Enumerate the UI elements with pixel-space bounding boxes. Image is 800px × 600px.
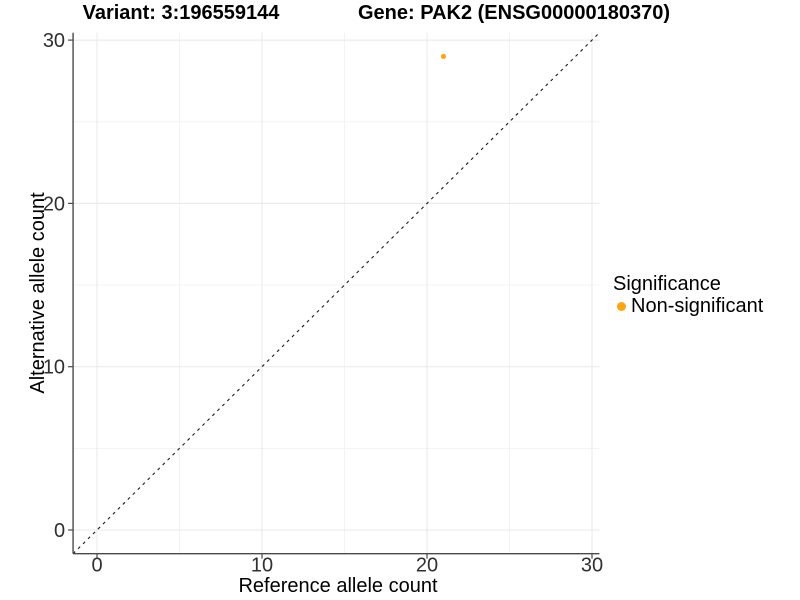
plot-title-variant: Variant: 3:196559144	[82, 2, 280, 24]
x-tick-label: 0	[91, 555, 102, 577]
x-axis-title: Reference allele count	[238, 575, 437, 597]
y-axis-title: Alternative allele count	[27, 192, 49, 394]
y-tick-label: 0	[54, 520, 65, 542]
y-tick-label: 10	[43, 357, 65, 379]
identity-reference-line	[72, 32, 600, 555]
legend: Significance Non-significant	[613, 273, 763, 317]
legend-item-label: Non-significant	[631, 295, 764, 317]
grid-layer	[73, 32, 600, 554]
plot-title-gene: Gene: PAK2 (ENSG00000180370)	[357, 2, 671, 24]
y-tick-label: 30	[43, 30, 65, 52]
data-layer	[72, 32, 600, 555]
legend-title: Significance	[613, 273, 721, 295]
y-tick-label: 20	[43, 193, 65, 215]
axis-layer: 0 10 20 30 0 10 20 30	[43, 30, 603, 577]
x-tick-label: 30	[581, 555, 603, 577]
legend-point-icon	[617, 301, 626, 311]
legend-item: Non-significant	[613, 296, 763, 316]
data-point	[440, 53, 447, 60]
x-tick-label: 10	[251, 555, 273, 577]
x-tick-label: 20	[416, 555, 438, 577]
